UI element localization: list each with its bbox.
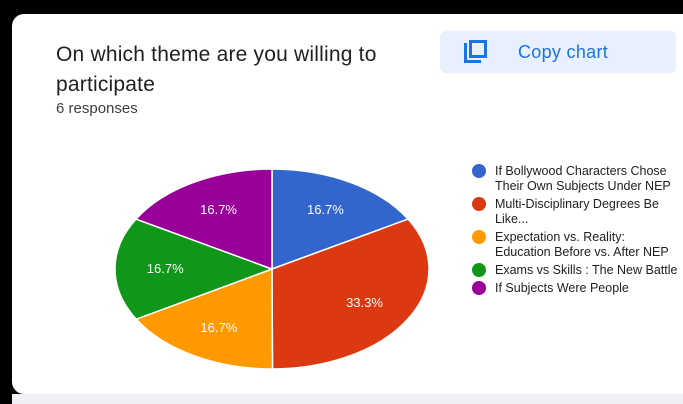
pie-slice bbox=[114, 218, 275, 321]
pie-slice bbox=[134, 267, 274, 370]
legend-item: Exams vs Skills : The New Battle bbox=[472, 263, 682, 278]
slice-percent-label: 16.7% bbox=[307, 202, 344, 217]
legend-label: Expectation vs. Reality: Education Befor… bbox=[495, 230, 669, 259]
legend-label: If Bollywood Characters Chose Their Own … bbox=[495, 164, 671, 193]
legend-item: If Subjects Were People bbox=[472, 281, 682, 296]
slice-percent-label: 16.7% bbox=[200, 320, 237, 335]
slice-percent-label: 16.7% bbox=[200, 202, 237, 217]
legend-item: If Bollywood Characters Chose Their Own … bbox=[472, 164, 682, 194]
copy-chart-button[interactable]: Copy chart bbox=[440, 31, 676, 73]
legend-item: Expectation vs. Reality: Education Befor… bbox=[472, 230, 682, 260]
legend-color-dot bbox=[472, 281, 486, 295]
slice-percent-label: 16.7% bbox=[147, 261, 184, 276]
chart-legend: If Bollywood Characters Chose Their Own … bbox=[472, 164, 682, 299]
pie-slice bbox=[271, 168, 410, 271]
response-count: 6 responses bbox=[56, 100, 138, 117]
legend-color-dot bbox=[472, 230, 486, 244]
legend-label: If Subjects Were People bbox=[495, 281, 629, 295]
legend-label: Exams vs Skills : The New Battle bbox=[495, 263, 678, 277]
legend-color-dot bbox=[472, 263, 486, 277]
copy-chart-label: Copy chart bbox=[518, 41, 609, 62]
copy-icon bbox=[464, 40, 487, 63]
slice-percent-label: 33.3% bbox=[346, 295, 383, 310]
pie-slice bbox=[271, 218, 430, 370]
legend-item: Multi-Disciplinary Degrees Be Like... bbox=[472, 197, 682, 227]
question-title: On which theme are you willing to partic… bbox=[56, 43, 377, 96]
legend-color-dot bbox=[472, 197, 486, 211]
legend-color-dot bbox=[472, 164, 486, 178]
pie-slice bbox=[134, 168, 273, 271]
card-bottom-strip bbox=[12, 394, 683, 404]
legend-label: Multi-Disciplinary Degrees Be Like... bbox=[495, 197, 659, 226]
pie-chart: 16.7% 33.3% 16.7% 16.7% 16.7% bbox=[114, 168, 430, 370]
chart-card: On which theme are you willing to partic… bbox=[12, 14, 683, 394]
